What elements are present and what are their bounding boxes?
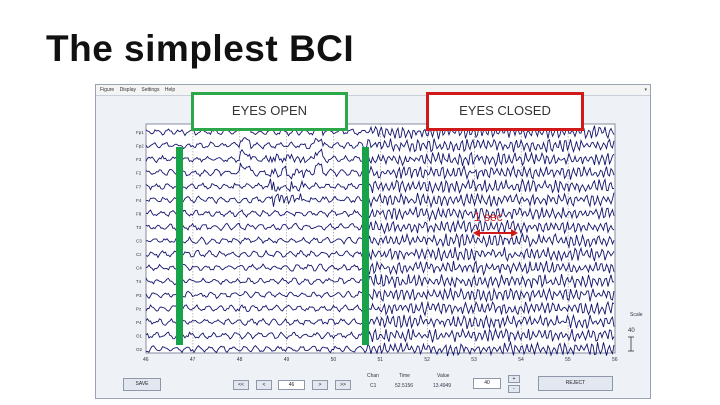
eeg-trace: [145, 313, 615, 330]
time-tick-label: 56: [612, 357, 618, 363]
eyes-closed-start-marker: [362, 147, 369, 345]
next-page-button[interactable]: >: [312, 380, 328, 390]
channel-label: P4: [136, 320, 142, 325]
channel-label: O2: [136, 347, 143, 352]
menu-bar: Figure Display Settings Help ▾: [96, 85, 650, 96]
eeg-trace: [146, 192, 615, 209]
menu-settings[interactable]: Settings: [141, 87, 160, 93]
channel-label: C4: [136, 266, 142, 271]
channel-label: F7: [136, 184, 142, 189]
channel-label: Fp1: [136, 130, 144, 135]
channel-labels: Fp1 Fp2 F3 F2 F7 F4 F8 T3 C3 Cz C4 T4 P3 Pz P4 O1 O2: [136, 130, 144, 352]
time-readout: 52.5156: [395, 383, 414, 389]
channel-label: O1: [136, 333, 143, 338]
save-button[interactable]: SAVE: [123, 378, 161, 391]
time-tick-label: 47: [190, 357, 196, 363]
first-page-button[interactable]: <<: [233, 380, 249, 390]
value-readout: 13.4949: [433, 383, 452, 389]
time-tick-label: 52: [424, 357, 430, 363]
eeg-trace: [145, 327, 615, 343]
slide-title: The simplest BCI: [46, 28, 355, 69]
eeg-trace: [145, 300, 615, 317]
eeg-trace: [145, 218, 615, 235]
reject-button[interactable]: REJECT: [538, 376, 613, 391]
channel-label: Pz: [136, 306, 142, 311]
menu-help[interactable]: Help: [164, 87, 176, 93]
eeg-trace: [145, 177, 615, 195]
eyes-open-label: EYES OPEN: [191, 92, 348, 131]
one-second-arrow-icon: [473, 229, 518, 237]
channel-readout: C1: [370, 383, 377, 389]
time-tick-label: 55: [565, 357, 571, 363]
time-tick-label: 50: [331, 357, 337, 363]
channel-label: F8: [136, 211, 142, 216]
eeg-trace: [145, 206, 615, 222]
scale-increase-button[interactable]: +: [508, 375, 520, 383]
eyes-closed-label: EYES CLOSED: [426, 92, 584, 131]
time-tick-label: 48: [237, 357, 243, 363]
eeg-trace: [145, 136, 615, 154]
scale-value: 40: [628, 328, 635, 334]
eeg-trace: [145, 232, 615, 249]
scale-bar-icon: [628, 336, 634, 352]
eeg-traces: [145, 121, 615, 357]
eeg-trace: [145, 287, 615, 303]
eeg-trace: [145, 162, 615, 181]
menu-expand-icon[interactable]: ▾: [644, 87, 647, 93]
prev-page-button[interactable]: <: [256, 380, 272, 390]
page-field[interactable]: 46: [278, 380, 305, 390]
menu-display[interactable]: Display: [119, 87, 136, 93]
time-tick-label: 53: [471, 357, 477, 363]
scale-decrease-button[interactable]: -: [508, 385, 520, 393]
eeg-trace: [145, 259, 615, 277]
channel-label: Fp2: [136, 144, 144, 149]
menu-figure[interactable]: Figure: [100, 87, 115, 93]
eeg-trace: [145, 148, 615, 168]
channel-column-header: Chan: [367, 373, 379, 379]
channel-label: T3: [136, 225, 142, 230]
time-tick-label: 46: [143, 357, 149, 363]
time-tick-label: 54: [518, 357, 524, 363]
one-second-label: 1 sec: [474, 210, 503, 224]
channel-label: F4: [136, 198, 142, 203]
time-tick-label: 51: [378, 357, 384, 363]
time-column-header: Time: [399, 373, 410, 379]
time-axis-labels: 46 47 48 49 50 51 52 53 54 55 56: [143, 357, 618, 363]
channel-label: P3: [136, 293, 142, 298]
channel-label: T4: [136, 279, 142, 284]
channel-label: F3: [136, 157, 142, 162]
eeg-trace: [145, 273, 615, 289]
scale-label: Scale: [630, 312, 643, 318]
last-page-button[interactable]: >>: [335, 380, 351, 390]
value-column-header: Value: [437, 373, 450, 379]
eyes-open-start-marker: [176, 147, 183, 345]
scale-field[interactable]: 40: [473, 378, 501, 389]
time-tick-label: 49: [284, 357, 290, 363]
channel-label: F2: [136, 171, 142, 176]
channel-label: C3: [136, 239, 142, 244]
eeg-trace: [145, 340, 615, 357]
eeg-trace: [145, 246, 615, 263]
channel-label: Cz: [136, 252, 142, 257]
